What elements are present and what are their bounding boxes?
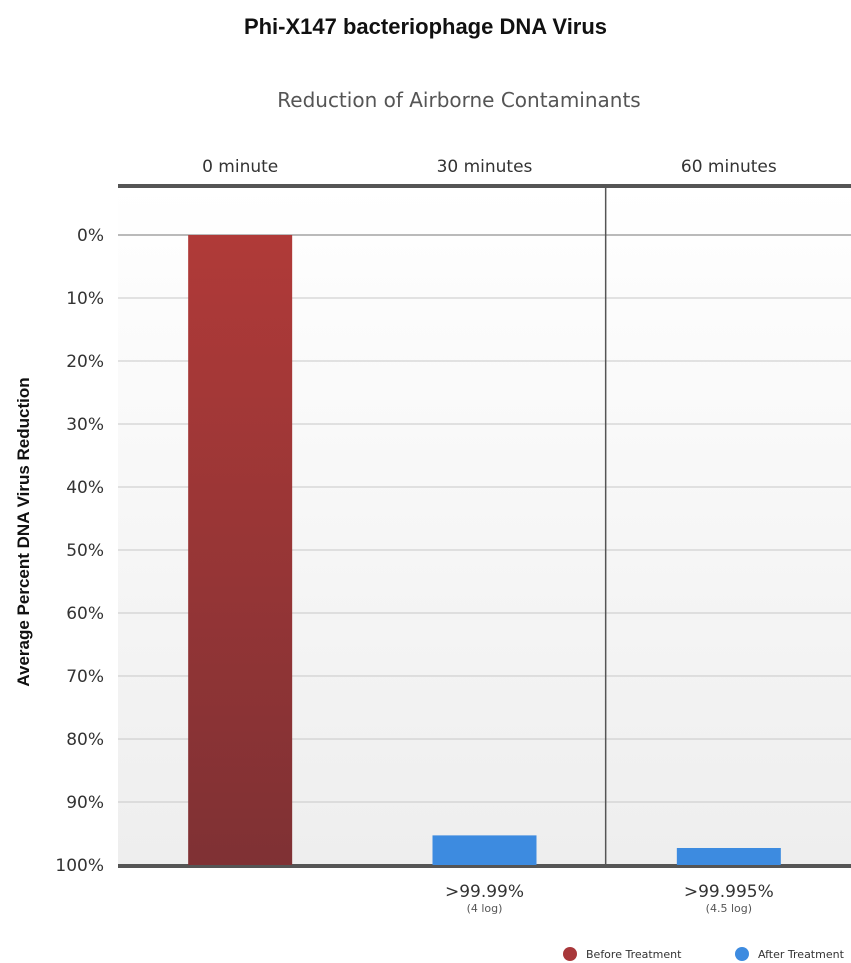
y-tick-label: 50% <box>66 541 104 561</box>
data-label-sub: (4.5 log) <box>706 902 752 915</box>
y-axis-label: Average Percent DNA Virus Reduction <box>14 377 33 686</box>
legend-marker <box>563 947 577 961</box>
data-label: >99.995% <box>684 882 774 902</box>
x-category-label: 0 minute <box>202 157 278 177</box>
y-tick-label: 20% <box>66 352 104 372</box>
x-category-label: 60 minutes <box>681 157 777 177</box>
chart-title: Phi-X147 bacteriophage DNA Virus <box>243 14 608 39</box>
x-category-label: 30 minutes <box>437 157 533 177</box>
legend-marker <box>735 947 749 961</box>
y-tick-label: 10% <box>66 289 104 309</box>
y-tick-label: 100% <box>55 856 104 876</box>
x-axis-line <box>118 864 851 868</box>
y-tick-label: 40% <box>66 478 104 498</box>
top-axis-line <box>118 184 851 188</box>
y-tick-label: 70% <box>66 667 104 687</box>
y-tick-label: 30% <box>66 415 104 435</box>
data-label-sub: (4 log) <box>467 902 503 915</box>
y-tick-label: 90% <box>66 793 104 813</box>
y-tick-label: 0% <box>77 226 104 246</box>
data-label: >99.99% <box>445 882 524 902</box>
bar-before-treatment <box>188 235 293 865</box>
y-tick-label: 80% <box>66 730 104 750</box>
y-tick-label: 60% <box>66 604 104 624</box>
bar-after-treatment <box>676 847 781 865</box>
bar-after-treatment <box>432 835 537 865</box>
legend-label: After Treatment <box>758 948 845 961</box>
legend-label: Before Treatment <box>586 948 682 961</box>
chart-subtitle: Reduction of Airborne Contaminants <box>277 88 641 112</box>
